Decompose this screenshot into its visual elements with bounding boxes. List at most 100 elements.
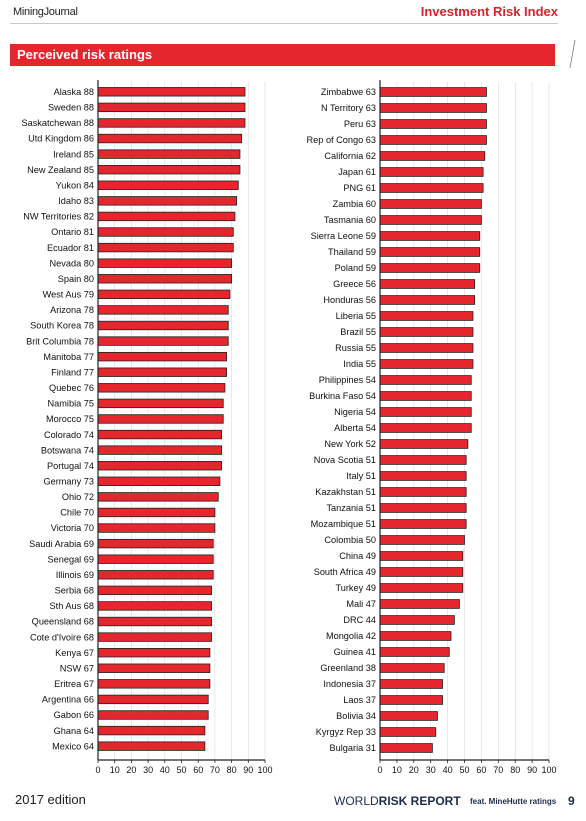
x-tick-label: 100 [541, 765, 556, 775]
chart-banner: Perceived risk ratings [10, 44, 555, 66]
bar [97, 305, 229, 315]
bar-label: Nigeria 54 [334, 407, 376, 417]
bar [97, 476, 221, 486]
bar-label: Illinois 69 [56, 570, 94, 580]
x-tick-label: 70 [210, 765, 220, 775]
bar [379, 599, 460, 609]
bar-label: Eritrea 67 [54, 679, 94, 689]
x-tick-label: 90 [243, 765, 253, 775]
bar-label: Turkey 49 [335, 583, 376, 593]
bar-label: Nova Scotia 51 [314, 455, 376, 465]
bar-label: Sierra Leone 59 [311, 231, 376, 241]
bar-label: Kazakhstan 51 [315, 487, 376, 497]
bar-label: Saskatchewan 88 [21, 118, 94, 128]
bar [97, 523, 216, 533]
bar [379, 295, 476, 305]
bar [379, 263, 481, 273]
bar [97, 616, 212, 627]
bar-label: Morocco 75 [46, 414, 94, 424]
bar-label: Serbia 68 [55, 586, 94, 596]
x-tick-label: 0 [95, 765, 100, 775]
bar-label: Germany 73 [43, 476, 94, 486]
bar [97, 398, 224, 409]
world-risk-report-logo: WORLDRISK REPORT [334, 794, 461, 808]
bar [379, 407, 472, 417]
bar-label: Argentina 66 [42, 695, 94, 705]
brand-part-b: RISK REPORT [378, 794, 461, 808]
bar [379, 343, 474, 353]
bar [379, 695, 443, 705]
bar-label: Mexico 64 [52, 741, 94, 751]
bar-label: Mali 47 [346, 599, 376, 609]
bar [379, 279, 476, 289]
bar-label: Mongolia 42 [326, 631, 376, 641]
bar-label: Ghana 64 [54, 726, 94, 736]
bar [97, 227, 234, 237]
bar [97, 725, 206, 736]
bar-label: Finland 77 [51, 367, 94, 377]
bar [379, 567, 464, 577]
bar [97, 741, 206, 751]
bar-label: Peru 63 [344, 119, 376, 129]
bar [97, 663, 211, 673]
bar [379, 743, 433, 753]
bar [379, 135, 487, 145]
bar-label: Russia 55 [335, 343, 376, 353]
bar-label: Queensland 68 [32, 617, 94, 627]
bar-label: Philippines 54 [319, 375, 376, 385]
x-tick-label: 40 [160, 765, 170, 775]
bar [379, 663, 445, 673]
bar [379, 727, 437, 737]
bar-label: California 62 [324, 151, 376, 161]
bar [379, 119, 487, 129]
page-edge-icon [569, 40, 576, 68]
bar-label: New Zealand 85 [27, 165, 94, 175]
bar-label: Kyrgyz Rep 33 [316, 727, 376, 737]
section-title: Investment Risk Index [420, 4, 558, 19]
bar-label: N Territory 63 [321, 103, 376, 113]
bar-label: Brazil 55 [340, 327, 376, 337]
bar-label: South Africa 49 [314, 567, 376, 577]
logo-rest-text: Journal [43, 6, 78, 18]
bar [97, 196, 238, 206]
bar [379, 455, 467, 465]
bar-label: West Aus 79 [43, 290, 94, 300]
bar-label: Alaska 88 [54, 87, 94, 97]
bar-label: Colombia 50 [324, 535, 376, 545]
bar [97, 211, 236, 222]
bar-label: Greece 56 [333, 279, 376, 289]
bar [379, 583, 464, 593]
bar-label: Ireland 85 [53, 149, 94, 159]
bar [379, 327, 474, 337]
bar [379, 199, 482, 209]
bar [379, 151, 486, 161]
bar [379, 631, 452, 641]
bar [379, 711, 438, 721]
bar-label: Poland 59 [335, 263, 376, 273]
bar [97, 383, 226, 393]
bar [97, 445, 222, 455]
bar-label: Chile 70 [60, 508, 94, 518]
bar-label: Utd Kingdom 86 [28, 134, 94, 144]
bar-label: Victoria 70 [51, 523, 94, 533]
bar [97, 694, 209, 705]
bar-label: Zambia 60 [333, 199, 376, 209]
bar [379, 87, 487, 97]
bar [97, 87, 246, 97]
bar [379, 375, 472, 385]
bar-label: Saudi Arabia 69 [29, 539, 94, 549]
bar-label: Burkina Faso 54 [309, 391, 376, 401]
bar-label: Zimbabwe 63 [321, 87, 376, 97]
bar [379, 103, 487, 113]
bar [379, 551, 464, 561]
bar [97, 289, 231, 300]
bar-label: Honduras 56 [323, 295, 376, 305]
bar [379, 215, 482, 225]
bar [97, 647, 211, 658]
bar [379, 647, 450, 657]
bar-label: Portugal 74 [47, 461, 94, 471]
bar [97, 414, 224, 424]
bar [97, 320, 229, 331]
x-tick-label: 80 [510, 765, 520, 775]
